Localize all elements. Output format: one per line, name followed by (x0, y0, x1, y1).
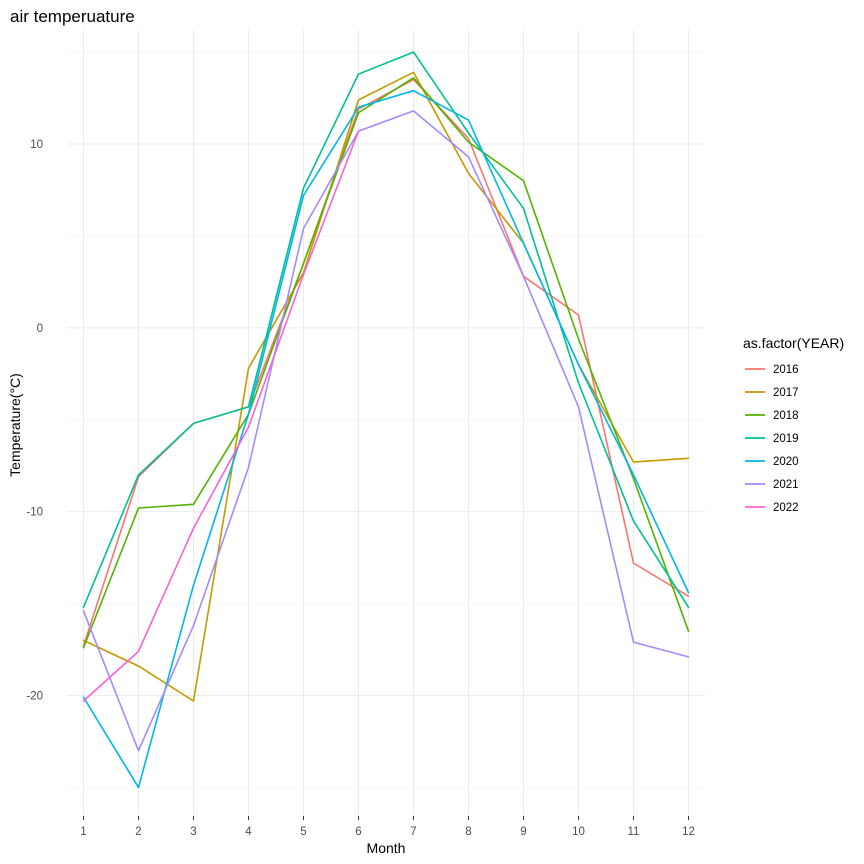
legend-label-2017: 2017 (773, 387, 799, 399)
series-line-2020 (82, 89, 690, 789)
x-tick-label: 2 (135, 826, 141, 838)
x-axis-title: Month (367, 840, 406, 856)
x-tick-label: 3 (190, 826, 196, 838)
series-lines (82, 51, 690, 789)
y-tick-label: -10 (26, 507, 43, 519)
series-line-2021 (82, 110, 690, 752)
x-tick-label: 9 (520, 826, 526, 838)
legend-items: 2016 2017 2018 2019 2020 2021 2022 (745, 364, 799, 514)
x-tick-label: 11 (628, 826, 640, 838)
series-line-2017 (82, 71, 690, 702)
x-tick-label: 6 (355, 826, 361, 838)
chart-title: air temperuature (10, 7, 135, 26)
y-tick-label: 10 (30, 139, 43, 151)
x-axis-ticks: 1 2 3 4 5 6 7 8 9 10 11 12 (80, 816, 695, 838)
legend-title: as.factor(YEAR) (743, 335, 844, 351)
y-axis-title: Temperature(°C) (7, 373, 23, 477)
x-tick-label: 8 (465, 826, 471, 838)
legend-label-2022: 2022 (773, 502, 799, 514)
x-tick-label: 12 (682, 826, 695, 838)
legend-label-2021: 2021 (773, 479, 799, 491)
legend-label-2016: 2016 (773, 364, 799, 376)
series-line-2022 (82, 130, 360, 702)
y-axis-ticks: -20 -10 0 10 (26, 139, 43, 703)
x-tick-label: 1 (80, 826, 86, 838)
y-tick-label: 0 (37, 323, 43, 335)
x-tick-label: 4 (245, 826, 252, 838)
series-line-2019 (82, 51, 690, 609)
legend: as.factor(YEAR) 2016 2017 2018 2019 2020 2021… (743, 335, 844, 514)
x-tick-label: 5 (300, 826, 306, 838)
y-tick-label: -20 (26, 691, 43, 703)
legend-label-2018: 2018 (773, 410, 799, 422)
grid (67, 30, 705, 815)
x-tick-label: 7 (410, 826, 416, 838)
legend-label-2020: 2020 (773, 456, 799, 468)
series-line-2016 (82, 78, 690, 647)
legend-label-2019: 2019 (773, 433, 799, 445)
x-tick-label: 10 (572, 826, 585, 838)
series-line-2018 (82, 77, 690, 649)
